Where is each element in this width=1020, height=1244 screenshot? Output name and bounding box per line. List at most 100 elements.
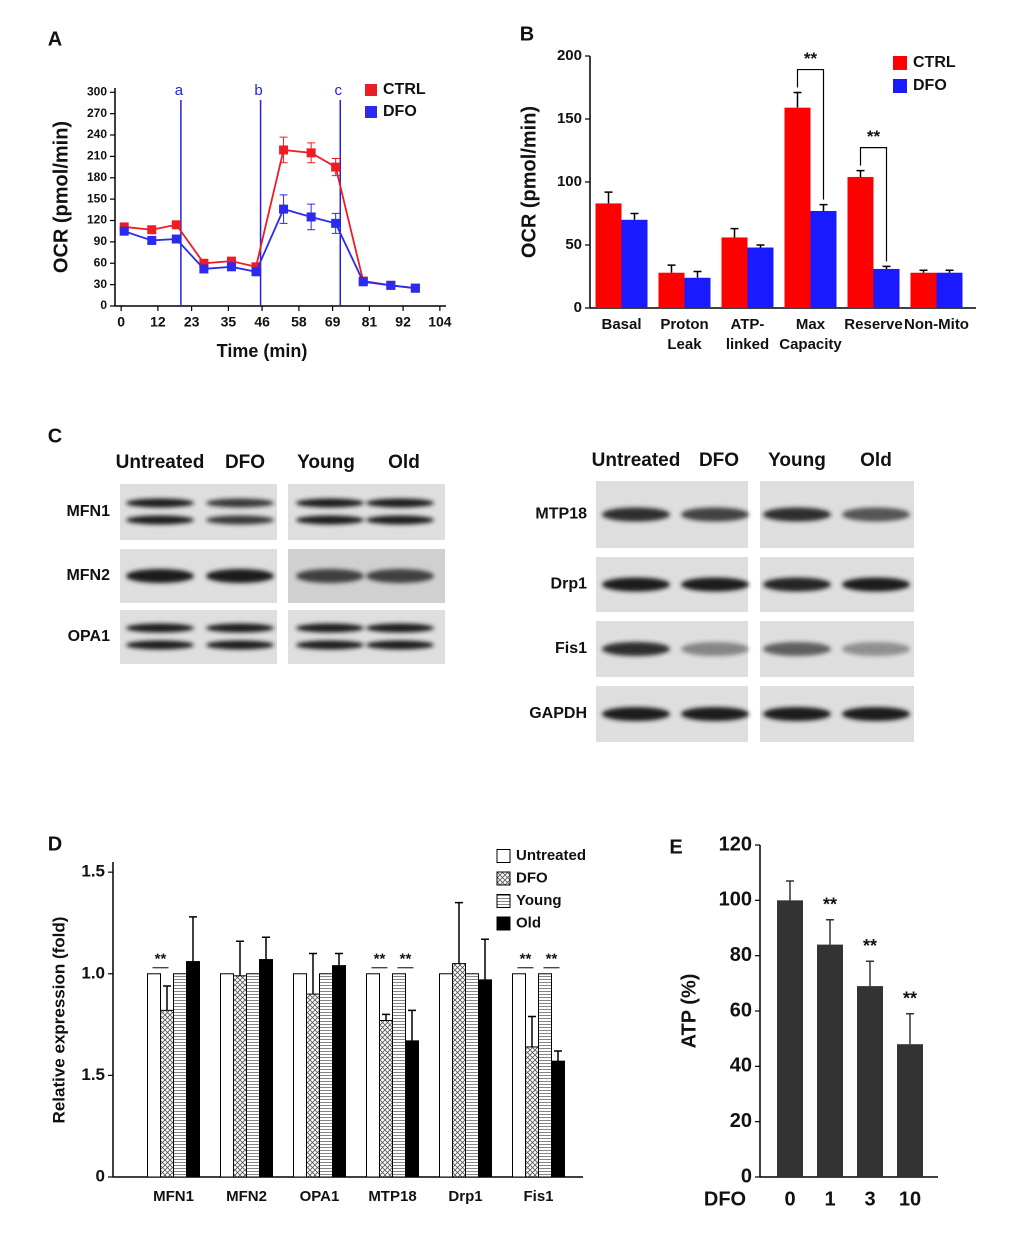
significance: ** [804,49,818,68]
blot-band [296,623,364,633]
legend-label: DFO [913,77,947,94]
blot-band [206,640,274,650]
error-bar [667,264,676,273]
bar [319,973,333,1178]
blot-image [288,610,445,664]
blot-band [296,640,364,650]
point [199,258,209,268]
point [279,145,289,155]
bar [525,1046,539,1178]
x-tick-label: OPA1 [300,1188,340,1205]
bar [910,272,937,308]
blot-band [842,707,910,721]
blot-band [763,707,831,721]
bar [684,277,711,308]
significance: ** [520,951,532,968]
bar [246,973,260,1178]
blot-band [681,507,749,522]
error-bar [335,952,343,966]
bar [810,210,837,308]
error-bar [786,880,794,901]
bar [512,973,526,1178]
x-tick-label: 46 [254,314,270,330]
x-tick-label: Non-Mito [904,316,969,333]
blot-band [126,498,194,508]
error-bar [756,244,765,248]
bar [392,973,406,1178]
bar [936,272,963,308]
bar [186,961,200,1178]
bar [379,1020,393,1178]
blot-band [763,642,831,656]
y-tick-label: 1.0 [81,963,105,982]
x-tick-label: 0 [784,1188,795,1210]
y-tick-label: 60 [730,999,752,1021]
blot-band [366,498,434,508]
error-bar [163,985,171,1011]
significance-bracket [796,68,825,200]
error-bar [262,936,270,960]
legend-swatch [893,79,907,93]
legend-swatch [365,106,377,118]
blot-band [366,640,434,650]
y-tick-label: 200 [557,47,582,64]
blot-band [366,569,434,583]
blot-image [288,484,445,540]
y-tick-label: 120 [719,833,752,855]
legend-label: DFO [383,103,417,120]
blot-band [681,707,749,721]
x-tick-label: ATP- [731,316,765,333]
blot-header: Young [768,450,826,471]
error-bar [856,169,865,177]
significance: ** [863,936,877,956]
significance: ** [903,989,917,1009]
y-tick-label: 120 [87,213,107,227]
y-tick-label: 1.5 [81,1065,105,1084]
blot-header: Old [388,452,420,473]
point [306,212,316,222]
bar [293,973,307,1178]
x-axis-label: DFO [704,1188,746,1210]
error-bar [866,960,874,987]
blot-band [296,498,364,508]
bar [621,219,648,308]
error-bar [693,270,702,278]
error-bar [630,212,639,220]
blot-header: DFO [699,450,739,471]
point [410,283,420,293]
significance: ** [400,951,412,968]
blot-header: Untreated [592,450,681,471]
blot-image [120,610,277,664]
blot-band [366,623,434,633]
error-bar [919,269,928,273]
bar [220,973,234,1178]
y-tick-label: 30 [94,277,108,291]
error-bar [481,938,489,980]
y-tick-label: 100 [557,173,582,190]
y-axis-label: Relative expression (fold) [49,917,68,1124]
bar [721,237,748,308]
x-tick-label: MTP18 [368,1188,416,1205]
error-bar [906,1013,914,1045]
point [331,162,341,172]
panel-letter: C [48,425,62,447]
bar [465,973,479,1178]
legend-label: DFO [516,869,548,886]
bar [173,973,187,1178]
legend-swatch [496,894,511,908]
x-tick-label: 81 [362,314,378,330]
error-bar [826,918,834,945]
blot-row-label: OPA1 [68,628,110,645]
blot-band [296,515,364,525]
error-bar [309,952,317,995]
blot-band [296,569,364,583]
legend-label: Young [516,892,562,909]
error-bar [819,203,828,211]
x-tick-label: 35 [221,314,237,330]
x-tick-label: Leak [667,336,702,353]
error-bar [382,1013,390,1021]
x-tick-label: 104 [428,314,452,330]
blot-band [763,507,831,522]
legend-label: Old [516,914,541,931]
